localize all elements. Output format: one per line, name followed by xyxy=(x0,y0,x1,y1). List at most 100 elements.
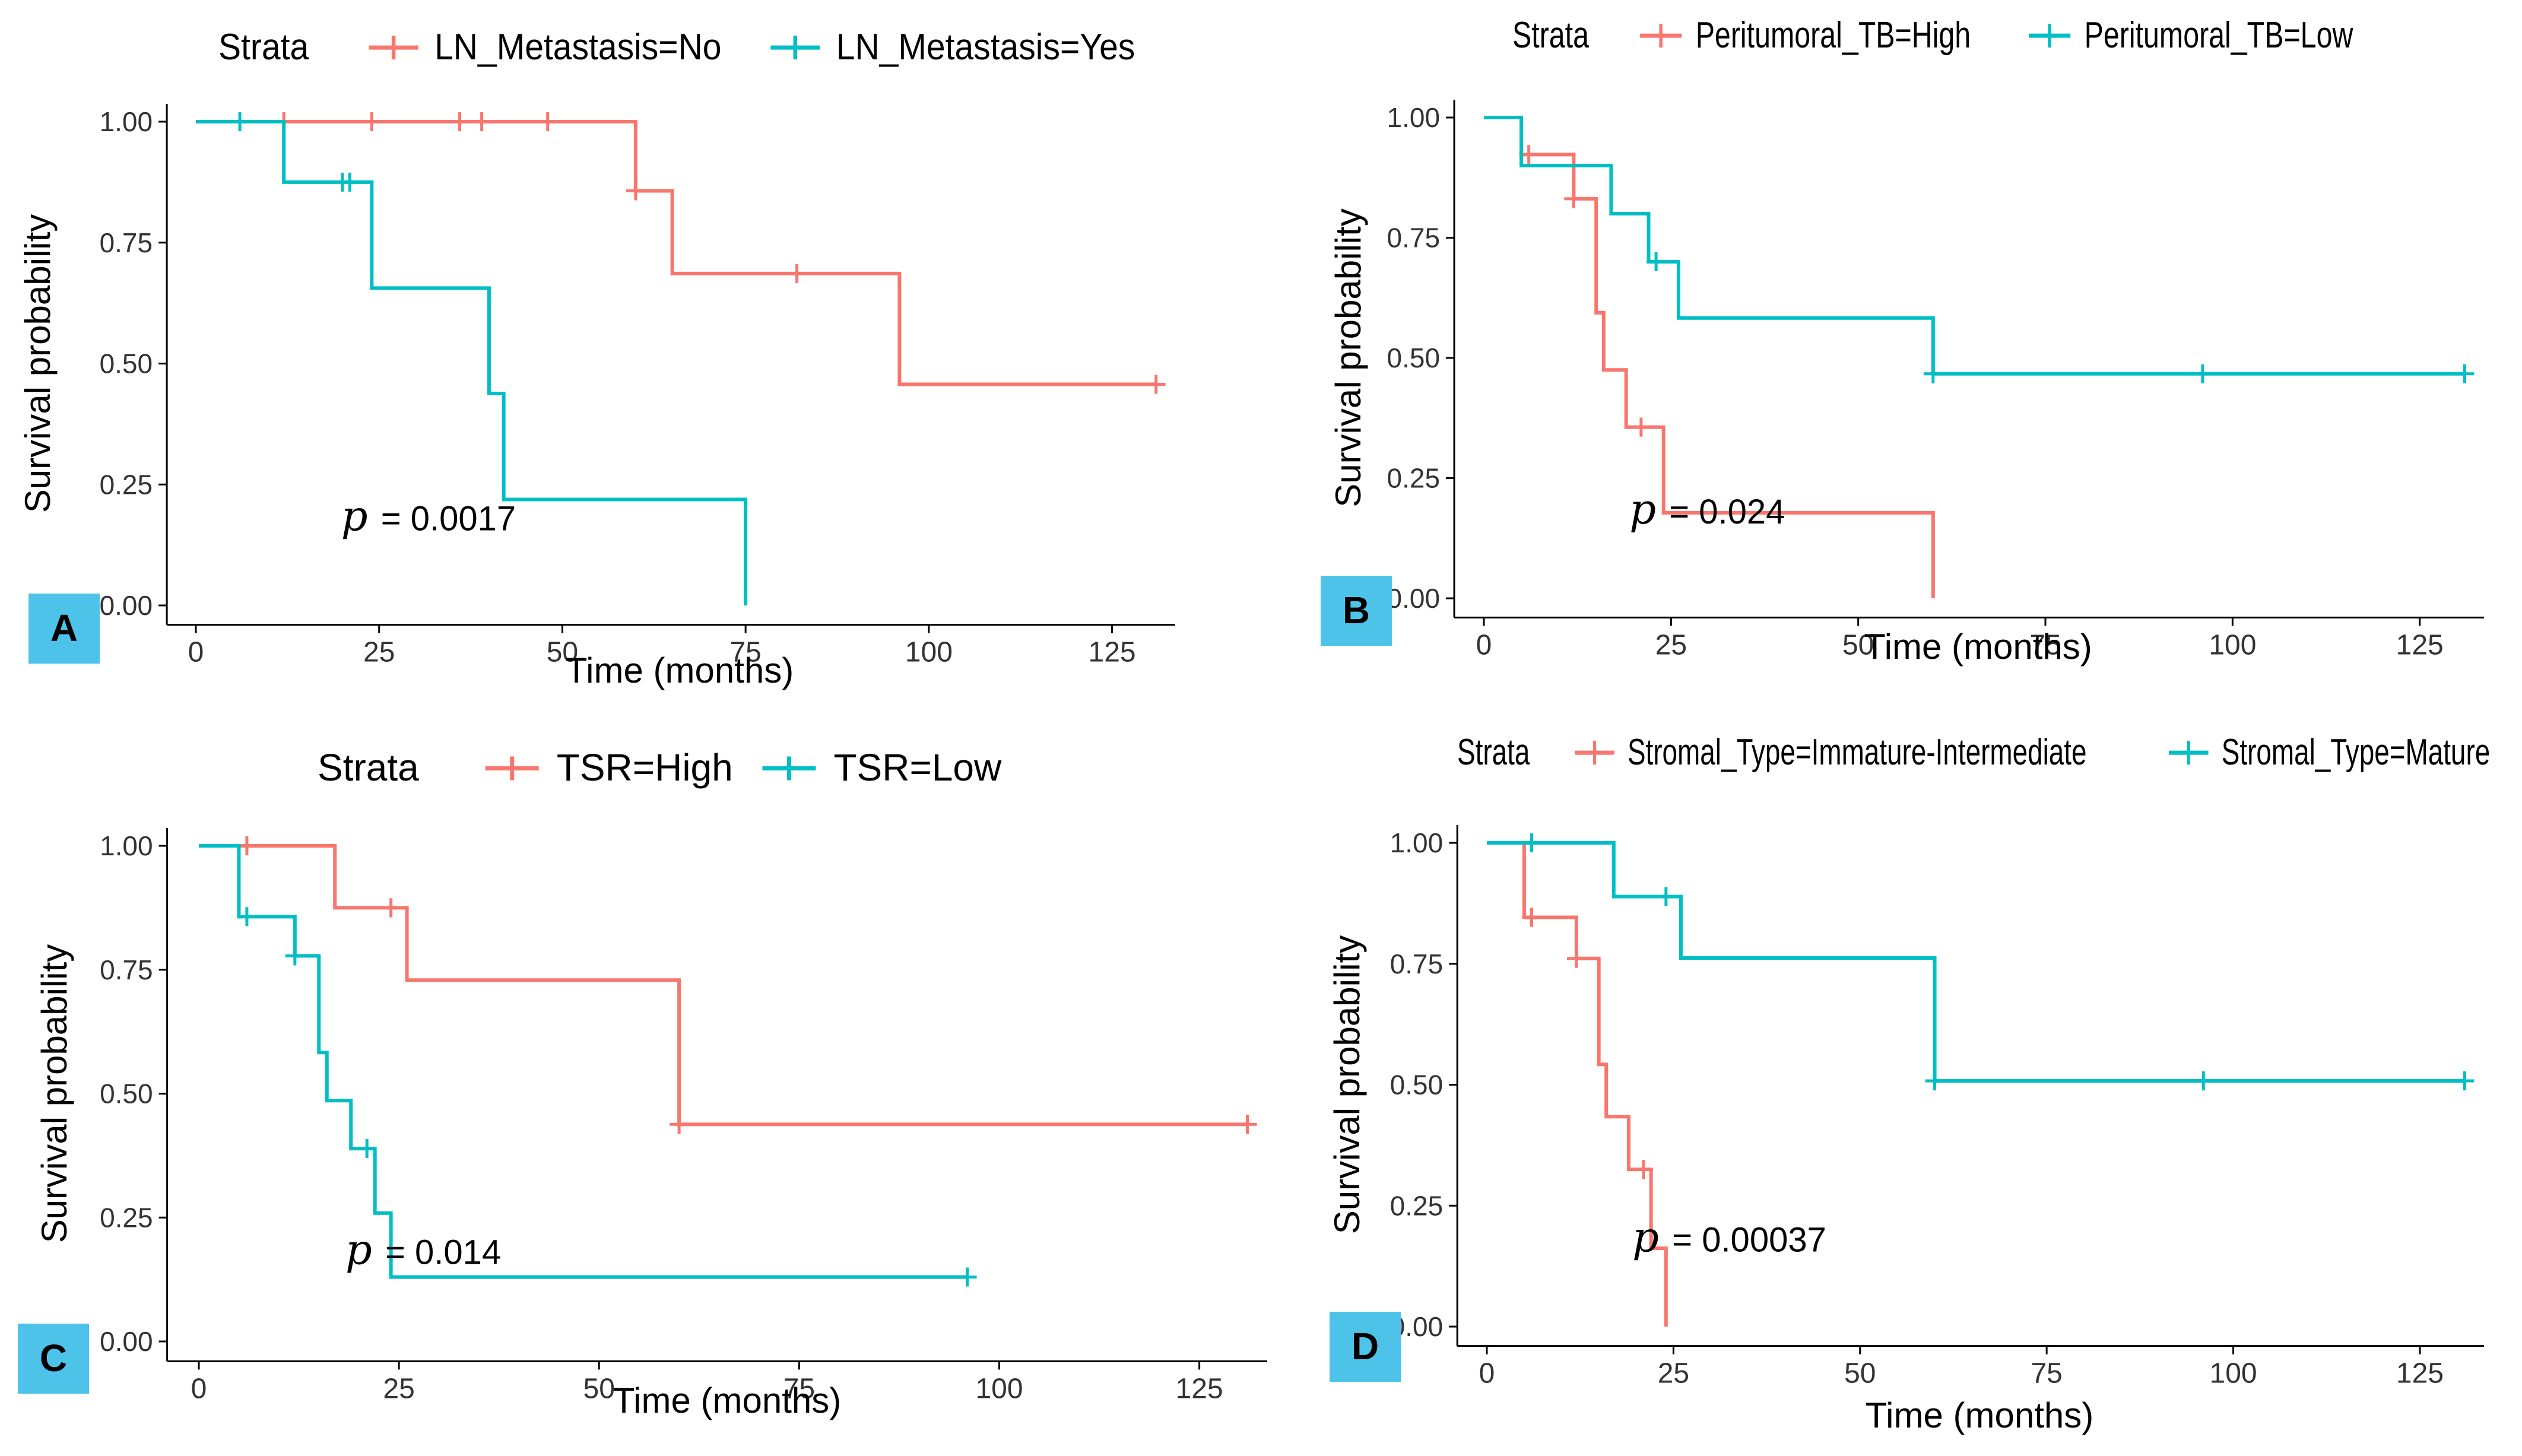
x-tick-label: 50 xyxy=(1844,1358,1876,1390)
censor-mark xyxy=(1522,833,1541,852)
y-axis-label: Survival probability xyxy=(1327,935,1367,1235)
censor-mark xyxy=(1522,908,1541,927)
legend-key-red xyxy=(1640,24,1682,48)
censor-mark xyxy=(1564,189,1584,208)
y-tick-label: 1.00 xyxy=(1390,827,1444,858)
x-tick-label: 100 xyxy=(905,637,953,668)
legend-title: Strata xyxy=(318,746,419,789)
legend-key-red xyxy=(485,756,539,781)
censor-mark xyxy=(362,112,382,131)
censor-mark xyxy=(957,1267,977,1287)
censor-mark xyxy=(1634,1160,1654,1179)
y-axis-label: Survival probability xyxy=(18,214,58,513)
legend-title: Strata xyxy=(1457,731,1530,772)
p-value-text: p = 0.024 xyxy=(1629,485,1785,534)
panel-c: 0.00 0.25 0.50 0.75 1.00 0 25 50 75 100 125 Time (m… xyxy=(18,746,1267,1420)
panel-b: 0.00 0.25 0.50 0.75 1.00 0 25 50 75 100 125 Time (m… xyxy=(1321,14,2484,667)
y-tick-label: 0.25 xyxy=(100,1202,153,1233)
panel-a: 0.00 0.25 0.50 0.75 1.00 0 25 50 75 100 125 Time (m… xyxy=(18,26,1175,690)
censor-mark xyxy=(1146,375,1166,394)
censor-mark xyxy=(450,112,469,131)
y-tick-label: 0.00 xyxy=(100,1326,153,1357)
x-tick-label: 50 xyxy=(547,637,578,668)
y-tick-label: 0.25 xyxy=(1390,1190,1444,1221)
x-tick-label: 0 xyxy=(1479,1358,1495,1390)
p-symbol: p xyxy=(1632,1213,1672,1261)
p-value-text: p = 0.014 xyxy=(345,1226,501,1274)
x-tick-label: 50 xyxy=(583,1373,615,1404)
censor-mark xyxy=(285,946,304,966)
p-value-number: = 0.014 xyxy=(385,1233,501,1272)
x-tick-label: 25 xyxy=(1658,1358,1689,1390)
censor-mark xyxy=(340,172,360,192)
p-value-number: = 0.00037 xyxy=(1672,1220,1826,1259)
censor-mark xyxy=(787,264,807,283)
x-tick-label: 75 xyxy=(729,637,761,668)
panel-badge-box xyxy=(1330,1312,1401,1382)
panel-badge-label: B xyxy=(1343,589,1370,632)
km-curve-red xyxy=(1487,841,1668,1327)
x-axis-label: Time (months) xyxy=(613,1381,842,1420)
x-axis-label: Time (months) xyxy=(566,651,794,690)
y-tick-label: 0.50 xyxy=(1390,1070,1444,1100)
censor-mark xyxy=(237,907,256,927)
censor-mark xyxy=(670,1115,689,1134)
km-curve-teal xyxy=(196,120,748,605)
legend-label: Peritumoral_TB=High xyxy=(1696,14,1971,55)
y-tick-label: 1.00 xyxy=(100,830,153,861)
legend-label: LN_Metastasis=Yes xyxy=(836,26,1135,68)
legend-key-teal xyxy=(2029,24,2071,48)
censor-mark xyxy=(2194,1071,2213,1090)
legend-label: Stromal_Type=Immature-Intermediate xyxy=(1628,731,2087,772)
legend-key-red xyxy=(1575,741,1614,765)
legend-label: Stromal_Type=Mature xyxy=(2222,731,2490,772)
x-tick-label: 0 xyxy=(188,637,204,668)
km-curve-red xyxy=(199,844,1248,1127)
x-tick-label: 0 xyxy=(1476,629,1492,661)
p-value-text: p = 0.0017 xyxy=(341,491,516,540)
censor-mark xyxy=(1238,1115,1257,1134)
y-tick-label: 0.75 xyxy=(100,227,153,258)
x-tick-label: 75 xyxy=(2029,629,2061,661)
legend: Strata TSR=High TSR=Low xyxy=(318,746,1002,789)
p-symbol: p xyxy=(341,491,381,540)
legend: Strata LN_Metastasis=No LN_Metastasis=Yes xyxy=(218,26,1135,68)
x-tick-label: 75 xyxy=(2031,1358,2062,1390)
x-tick-label: 50 xyxy=(1842,629,1874,661)
km-curve-teal xyxy=(199,844,967,1279)
panel-badge-box xyxy=(18,1324,89,1394)
censor-mark xyxy=(1631,417,1651,437)
legend: Strata Stromal_Type=Immature-Intermediate… xyxy=(1457,731,2490,772)
y-tick-label: 0.50 xyxy=(100,348,153,379)
censor-mark xyxy=(2193,364,2212,383)
legend-label: Peritumoral_TB=Low xyxy=(2085,14,2353,55)
p-value-number: = 0.024 xyxy=(1669,493,1785,531)
x-tick-label: 0 xyxy=(191,1373,207,1404)
censor-mark xyxy=(1925,1071,1944,1090)
y-tick-label: 1.00 xyxy=(1387,102,1441,133)
censor-mark xyxy=(626,181,645,201)
panel-badge-box xyxy=(1321,576,1392,646)
panel-badge-box xyxy=(28,594,100,664)
y-tick-label: 0.75 xyxy=(1387,223,1441,253)
km-curve-red xyxy=(196,120,1156,386)
p-value-text: p = 0.00037 xyxy=(1632,1213,1826,1261)
legend: Strata Peritumoral_TB=High Peritumoral_TB=… xyxy=(1512,14,2353,55)
p-value-number: = 0.0017 xyxy=(381,499,516,538)
x-tick-label: 25 xyxy=(383,1373,414,1404)
x-tick-label: 125 xyxy=(1176,1373,1223,1404)
x-tick-label: 75 xyxy=(783,1373,815,1404)
panel-badge: C xyxy=(18,1324,89,1394)
censor-mark xyxy=(357,1139,377,1159)
y-tick-label: 0.50 xyxy=(100,1078,153,1109)
y-tick-label: 0.00 xyxy=(100,590,153,621)
x-tick-label: 100 xyxy=(2210,1358,2257,1390)
censor-mark xyxy=(472,112,491,131)
x-tick-label: 25 xyxy=(363,637,395,668)
legend-title: Strata xyxy=(1512,14,1589,55)
y-axis-label: Survival probability xyxy=(1328,208,1368,507)
x-tick-label: 125 xyxy=(1089,637,1136,668)
y-tick-label: 0.75 xyxy=(1390,949,1444,979)
